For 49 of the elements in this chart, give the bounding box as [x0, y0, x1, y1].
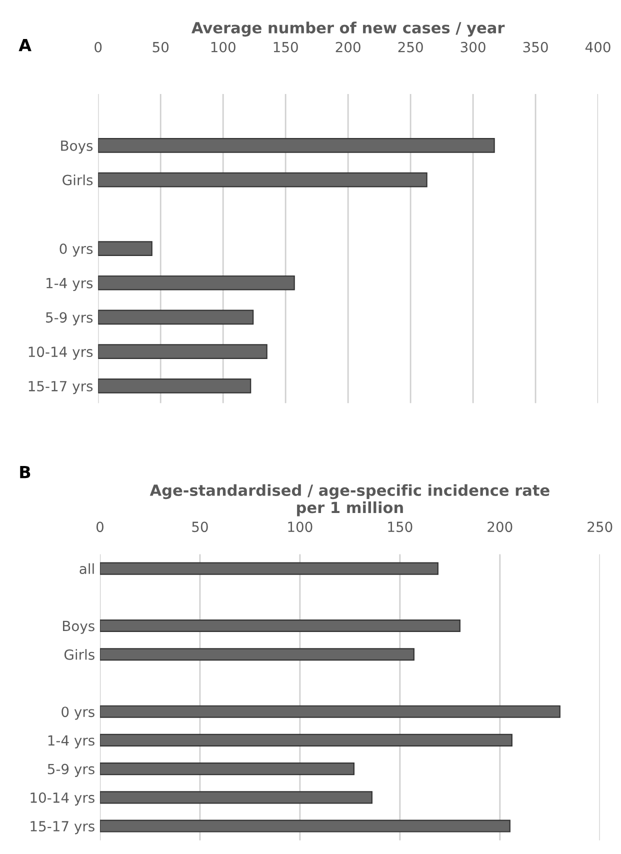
- bar: [100, 562, 438, 575]
- x-axis-title: Average number of new cases / year: [191, 22, 505, 37]
- y-tick-label: 1-4 yrs: [46, 278, 93, 292]
- x-tick-label: 50: [152, 42, 169, 52]
- y-tick-label: Girls: [64, 649, 94, 660]
- y-tick-label: 5-9 yrs: [46, 312, 93, 326]
- bar: [98, 241, 152, 256]
- y-tick-label: 1-4 yrs: [48, 735, 94, 748]
- y-tick-label: 0 yrs: [60, 243, 93, 257]
- bar: [100, 734, 512, 746]
- x-tick-label: 0: [94, 42, 102, 52]
- y-tick-label: Boys: [61, 140, 93, 154]
- y-tick-label: 15-17 yrs: [30, 821, 94, 834]
- bar: [100, 648, 414, 661]
- y-tick-label: Boys: [63, 620, 94, 634]
- x-tick-label: 200: [488, 522, 512, 532]
- y-tick-label: 5-9 yrs: [48, 764, 94, 777]
- y-tick-label: 15-17 yrs: [28, 381, 93, 394]
- x-tick-label: 400: [585, 42, 610, 52]
- x-tick-label: 200: [336, 42, 360, 52]
- y-tick-label: 0 yrs: [62, 706, 94, 720]
- y-tick-label: 10-14 yrs: [30, 792, 94, 806]
- x-tick-label: 250: [398, 42, 423, 52]
- bar: [100, 791, 372, 804]
- x-tick-label: 300: [460, 42, 486, 52]
- y-tick-label: all: [80, 563, 94, 574]
- bar: [100, 820, 510, 832]
- x-tick-label: 250: [588, 522, 612, 532]
- x-tick-label: 100: [211, 42, 236, 52]
- y-tick-label: 10-14 yrs: [28, 346, 93, 360]
- x-tick-label: 50: [192, 522, 208, 532]
- bar: [100, 705, 560, 718]
- bar: [98, 344, 268, 359]
- x-tick-label: 100: [288, 522, 312, 532]
- x-tick-label: 150: [388, 522, 412, 532]
- bar: [100, 762, 354, 776]
- x-tick-label: 350: [523, 42, 548, 52]
- x-tick-label: 0: [96, 522, 104, 532]
- x-axis-title: Age-standardised / age-specific incidence rate per 1 million: [150, 484, 550, 516]
- bar: [98, 275, 295, 290]
- text: B: [20, 466, 30, 478]
- y-tick-label: Girls: [62, 174, 93, 186]
- text: A: [18, 38, 32, 52]
- bar: [98, 172, 428, 188]
- x-tick-label: 150: [274, 42, 298, 52]
- bar: [98, 138, 495, 153]
- bar: [98, 310, 254, 325]
- bar: [100, 619, 460, 632]
- bar: [98, 378, 252, 394]
